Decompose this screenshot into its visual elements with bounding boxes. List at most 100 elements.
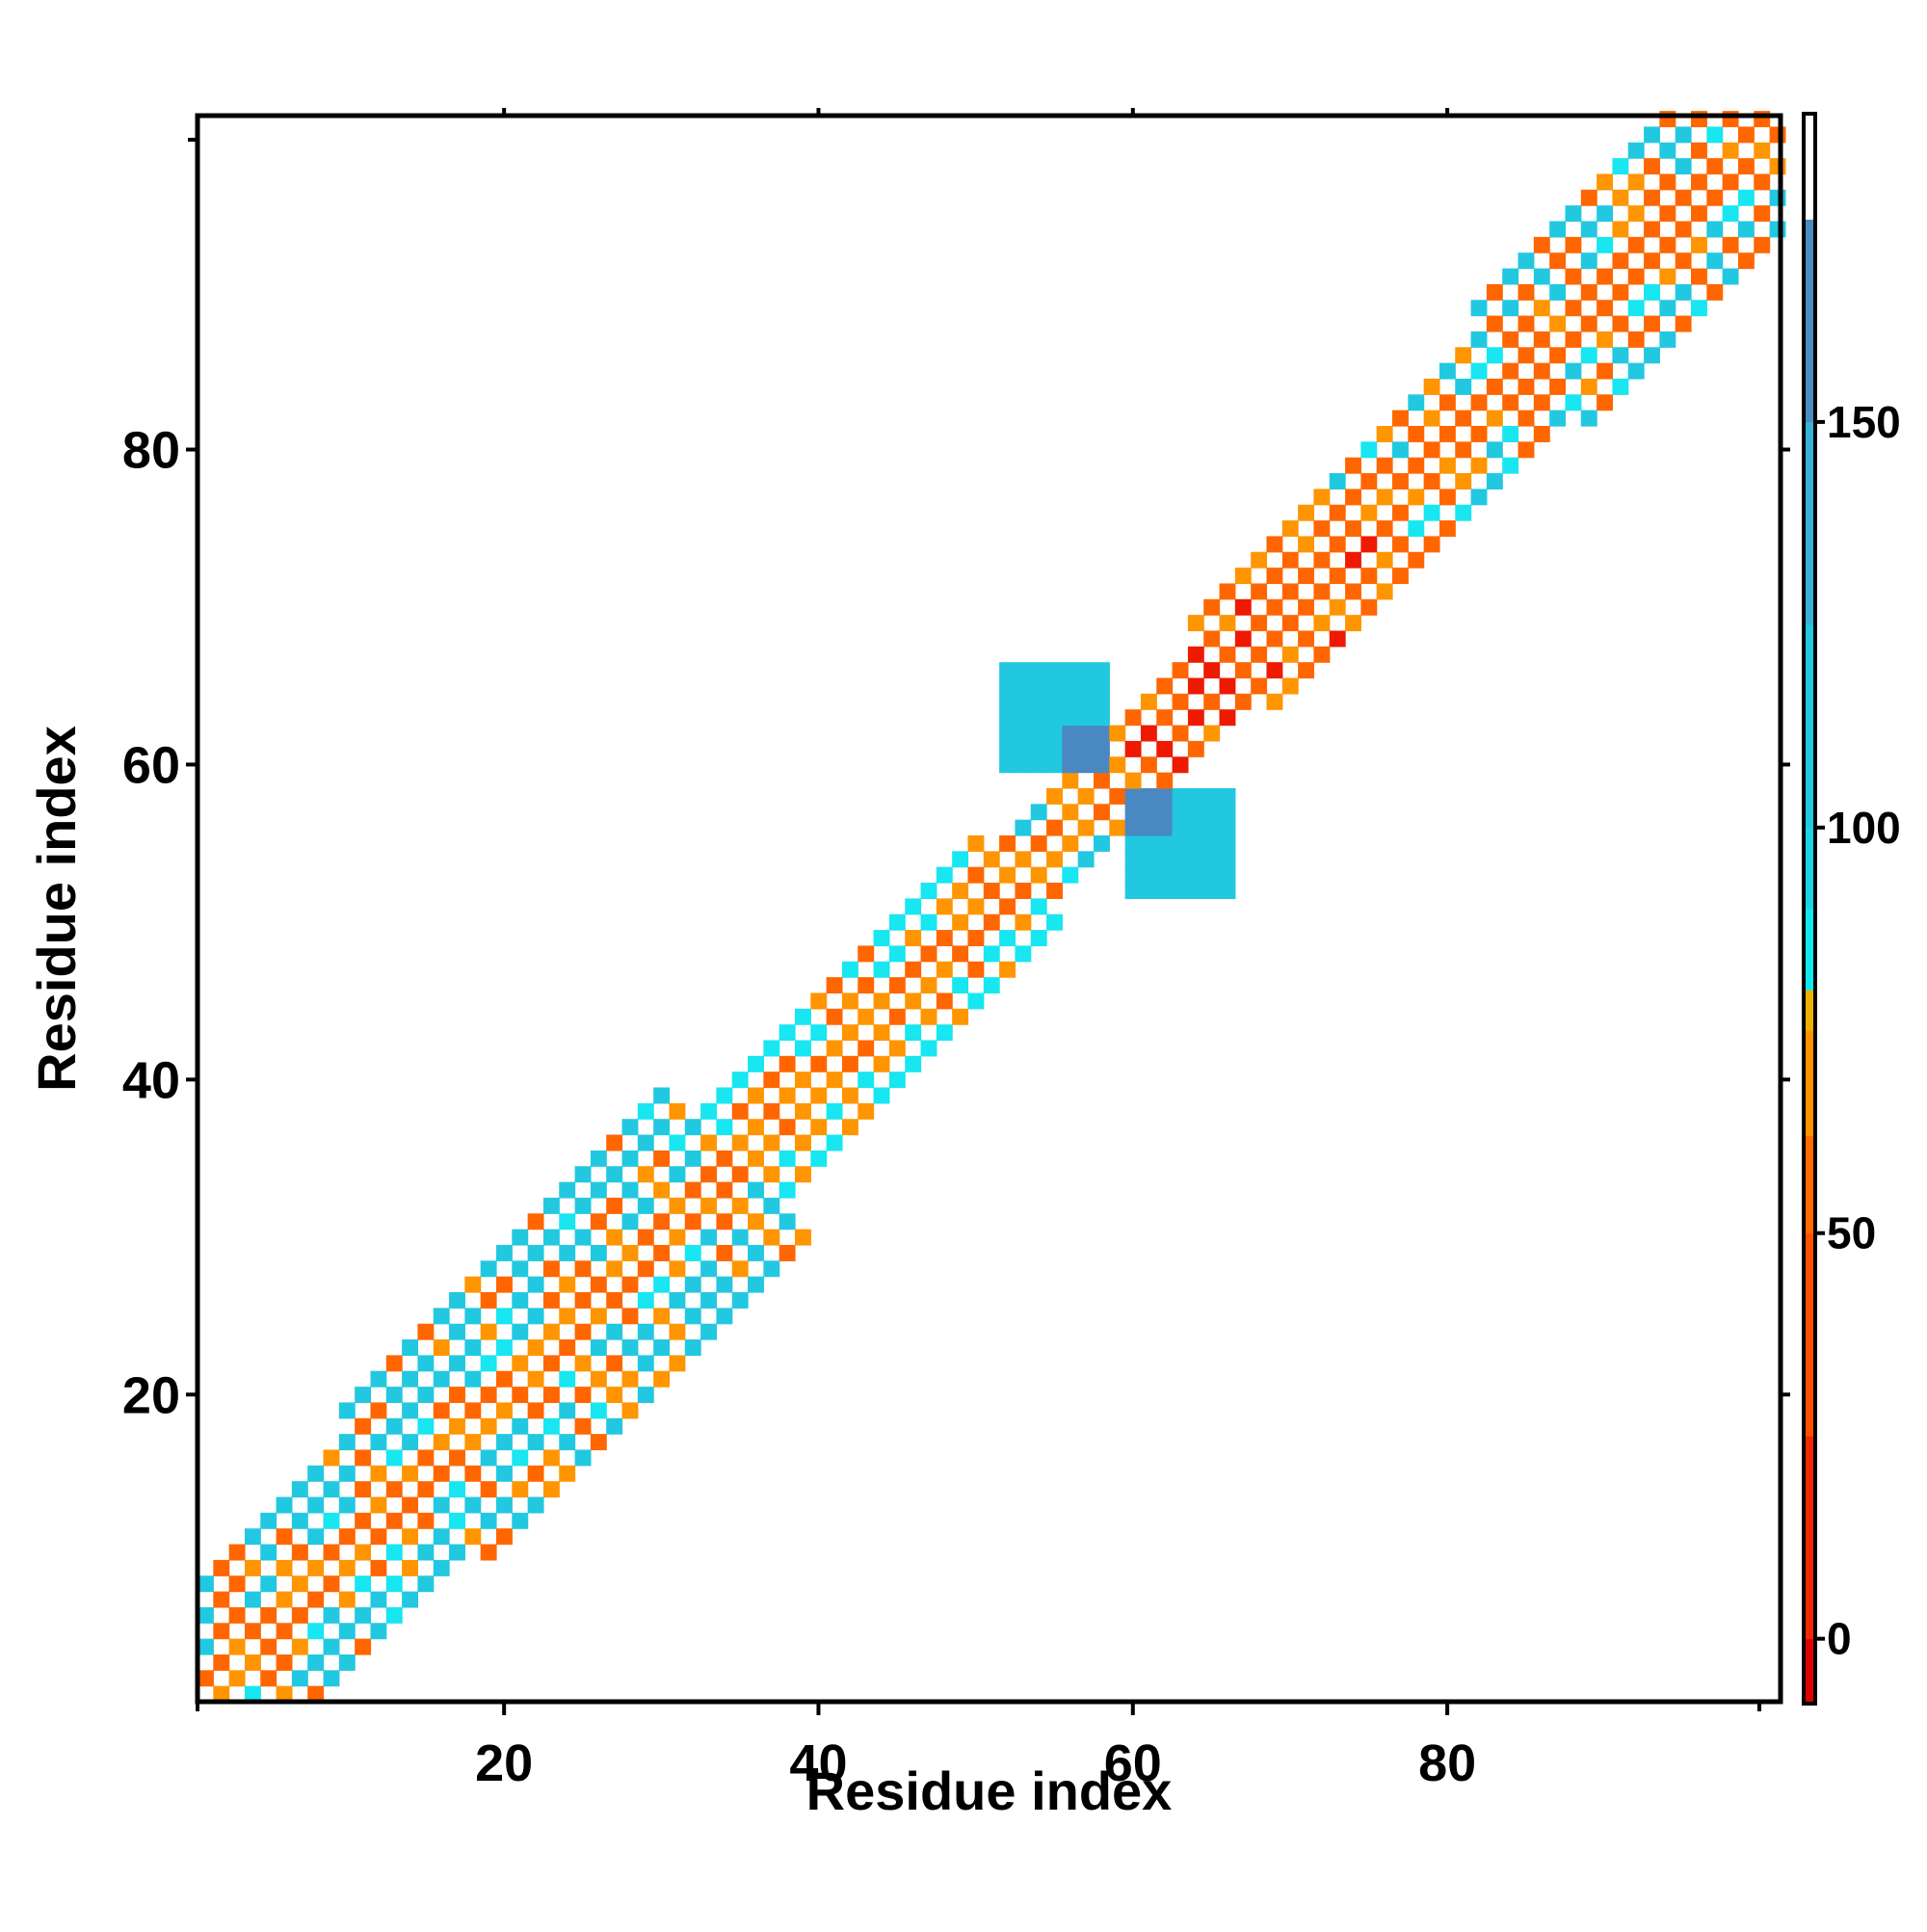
heatmap-cell [1769, 158, 1786, 175]
heatmap-cell [512, 1260, 529, 1278]
heatmap-cell [1266, 536, 1283, 553]
heatmap-cell [496, 1496, 513, 1514]
heatmap-cell [1109, 819, 1126, 836]
y-tick-label: 60 [122, 736, 180, 794]
heatmap-cell [999, 662, 1016, 679]
heatmap-cell [1675, 126, 1692, 144]
heatmap-cell [559, 1181, 576, 1199]
heatmap-cell [1187, 677, 1204, 695]
heatmap-cell [1313, 520, 1331, 538]
heatmap-cell [1408, 551, 1425, 569]
heatmap-cell [1015, 662, 1032, 679]
heatmap-cell [1470, 426, 1488, 442]
heatmap-cell [323, 1638, 340, 1655]
heatmap-cell [527, 1434, 544, 1451]
heatmap-cell [653, 1181, 671, 1199]
heatmap-cell [370, 1591, 387, 1608]
heatmap-cell [1140, 834, 1157, 852]
heatmap-cell [1281, 677, 1299, 695]
heatmap-cell [795, 1102, 811, 1120]
heatmap-cell [1408, 489, 1425, 506]
heatmap-cell [1156, 851, 1174, 868]
heatmap-cell [700, 1102, 718, 1120]
heatmap-cell [1281, 551, 1299, 569]
heatmap-cell [1706, 283, 1724, 301]
heatmap-cell [1502, 331, 1519, 348]
heatmap-cell [1219, 583, 1236, 600]
heatmap-cell [1219, 804, 1236, 821]
heatmap-cell [731, 1134, 749, 1151]
heatmap-cell [355, 1606, 372, 1624]
heatmap-cells [198, 111, 1786, 1703]
colorbar-band [1804, 1638, 1815, 1705]
heatmap-cell [810, 1087, 828, 1104]
heatmap-cell [920, 945, 937, 963]
heatmap-cell [1219, 787, 1236, 805]
heatmap-cell [1360, 504, 1378, 521]
heatmap-cell [621, 1181, 639, 1199]
heatmap-cell [637, 1260, 654, 1278]
heatmap-cell [276, 1591, 293, 1608]
heatmap-cell [276, 1623, 293, 1640]
heatmap-cell [748, 1055, 764, 1072]
heatmap-cell [1754, 173, 1771, 191]
heatmap-cell [1408, 426, 1425, 442]
heatmap-cell [1062, 866, 1079, 884]
heatmap-cell [370, 1528, 387, 1546]
heatmap-cell [1737, 126, 1755, 144]
heatmap-cell [1077, 787, 1095, 805]
heatmap-cell [1046, 787, 1063, 805]
heatmap-cell [810, 992, 828, 1010]
heatmap-cell [763, 1166, 780, 1183]
heatmap-cell [1722, 236, 1739, 253]
heatmap-cell [1015, 851, 1032, 868]
heatmap-cell [323, 1449, 340, 1467]
heatmap-cell [920, 883, 937, 899]
heatmap-cell [542, 1197, 560, 1214]
heatmap-cell [1754, 236, 1771, 253]
heatmap-cell [920, 1040, 937, 1057]
y-tick-label: 80 [122, 422, 180, 480]
heatmap-cell [936, 1024, 953, 1042]
heatmap-cell [684, 1150, 701, 1167]
heatmap-cell [1329, 473, 1346, 490]
heatmap-cell [1109, 787, 1126, 805]
heatmap-cell [1470, 362, 1488, 380]
heatmap-cell [323, 1544, 340, 1561]
heatmap-cell [1094, 804, 1110, 821]
heatmap-cell [999, 756, 1016, 774]
heatmap-cell [590, 1308, 607, 1325]
heatmap-cell [496, 1402, 513, 1419]
heatmap-cell [338, 1591, 356, 1608]
heatmap-cell [669, 1355, 686, 1372]
heatmap-cell [637, 1197, 654, 1214]
heatmap-cell [385, 1481, 403, 1498]
heatmap-cell [1502, 394, 1519, 411]
heatmap-cell [653, 1150, 671, 1167]
heatmap-cell [559, 1308, 576, 1325]
heatmap-cell [590, 1276, 607, 1293]
heatmap-cell [512, 1512, 529, 1529]
heatmap-cell [1659, 300, 1676, 317]
heatmap-cell [355, 1387, 372, 1404]
heatmap-cell [1518, 315, 1535, 332]
heatmap-cell [1533, 331, 1550, 348]
heatmap-cell [449, 1544, 465, 1561]
heatmap-cell [1502, 362, 1519, 380]
heatmap-cell [1737, 158, 1755, 175]
heatmap-cell [826, 1102, 843, 1120]
heatmap-cell [888, 1008, 906, 1025]
heatmap-cell [1062, 677, 1079, 695]
heatmap-cell [1140, 866, 1157, 884]
heatmap-cell [1251, 583, 1268, 600]
heatmap-cell [1046, 851, 1063, 868]
heatmap-cell [433, 1496, 450, 1514]
heatmap-cell [1219, 851, 1236, 868]
heatmap-cell [1580, 315, 1597, 332]
heatmap-cell [1046, 819, 1063, 836]
heatmap-cell [731, 1292, 749, 1309]
heatmap-cell [574, 1417, 592, 1435]
heatmap-cell [952, 883, 969, 899]
heatmap-cell [983, 883, 1000, 899]
